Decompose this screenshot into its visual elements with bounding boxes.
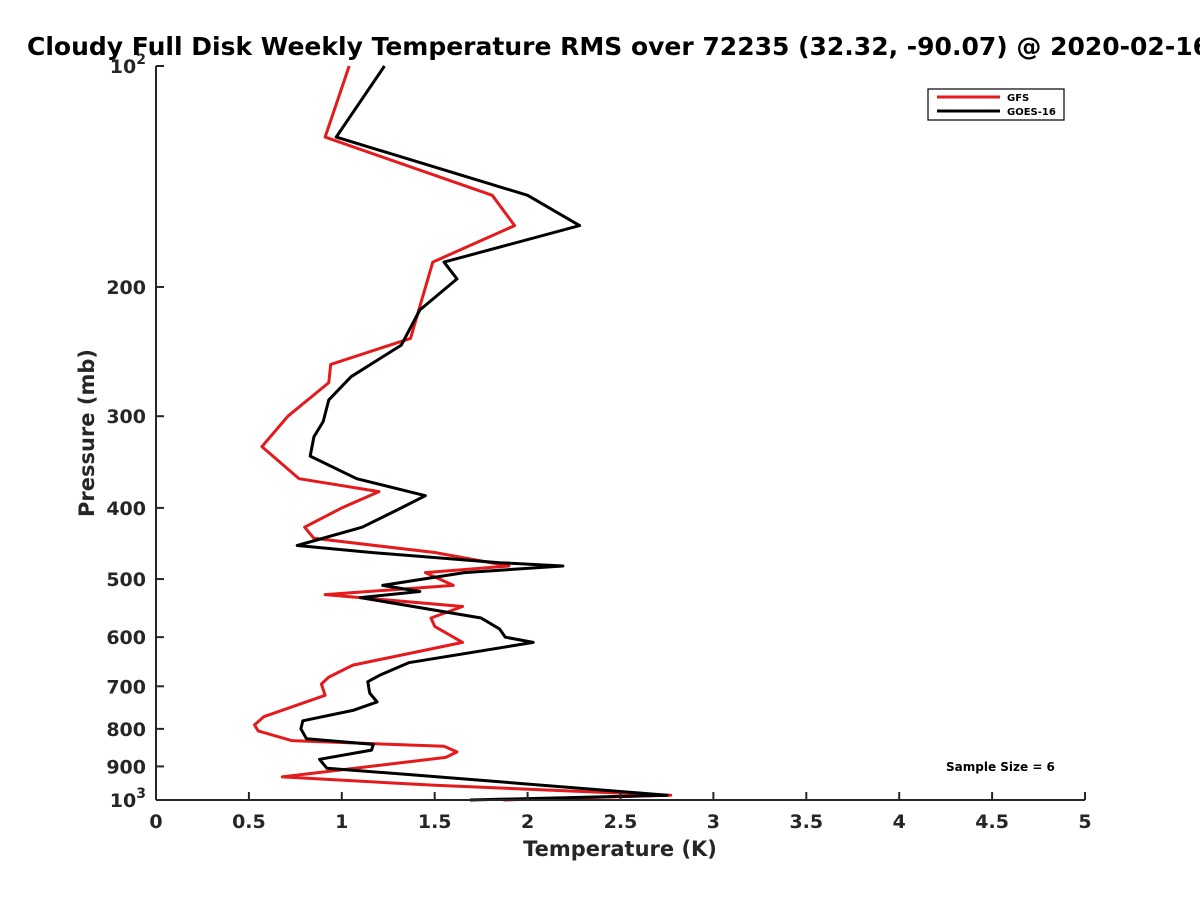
y-axis-ticks: 102 200 300 400 500 600 700 800 900 103 — [106, 52, 164, 812]
x-tick-label: 1.5 — [418, 811, 452, 833]
legend: GFS GOES-16 — [927, 88, 1065, 121]
y-tick-label: 900 — [106, 756, 146, 778]
x-tick-label: 5 — [1078, 811, 1091, 833]
x-tick-label: 1 — [335, 811, 348, 833]
x-axis-ticks: 0 0.5 1 1.5 2 2.5 3 3.5 4 4.5 5 — [149, 792, 1092, 833]
legend-label-goes16: GOES-16 — [1007, 107, 1056, 118]
x-axis-label: Temperature (K) — [523, 837, 717, 861]
y-tick-label: 800 — [106, 719, 146, 741]
y-axis-label: Pressure (mb) — [75, 349, 99, 517]
series-line-goes16 — [295, 65, 669, 802]
x-tick-label: 3 — [707, 811, 720, 833]
y-tick-label: 102 — [110, 52, 146, 78]
y-tick-label: 200 — [106, 277, 146, 299]
y-tick-label: 103 — [110, 786, 146, 812]
plot-lines — [253, 65, 673, 802]
x-tick-label: 0 — [149, 811, 162, 833]
series-line-gfs — [253, 65, 673, 802]
chart-title: Cloudy Full Disk Weekly Temperature RMS … — [27, 32, 1200, 61]
x-tick-label: 3.5 — [789, 811, 823, 833]
legend-label-gfs: GFS — [1007, 93, 1029, 104]
sample-size-annotation: Sample Size = 6 — [946, 760, 1055, 774]
y-tick-label: 700 — [106, 676, 146, 698]
x-tick-label: 4 — [893, 811, 906, 833]
y-tick-label: 300 — [106, 406, 146, 428]
axes — [155, 66, 1085, 801]
y-tick-label: 500 — [106, 569, 146, 591]
x-tick-label: 0.5 — [232, 811, 266, 833]
legend-box — [927, 88, 1065, 121]
x-tick-label: 4.5 — [975, 811, 1009, 833]
y-tick-label: 400 — [106, 498, 146, 520]
x-tick-label: 2 — [521, 811, 534, 833]
y-tick-label: 600 — [106, 627, 146, 649]
x-tick-label: 2.5 — [604, 811, 638, 833]
